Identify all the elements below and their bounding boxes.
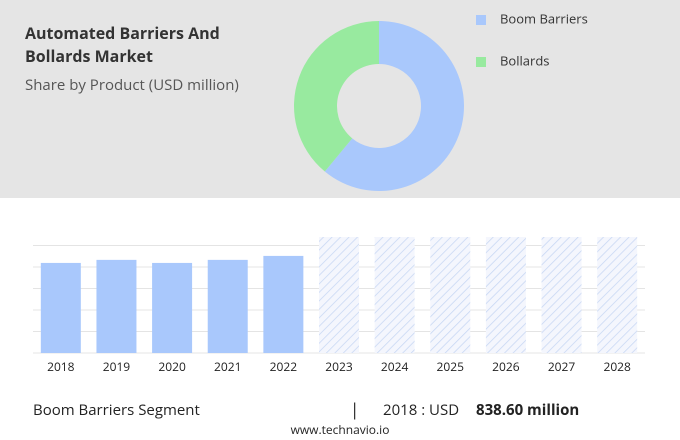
x-tick-label: 2020 bbox=[158, 358, 186, 375]
chart-subtitle: Share by Product (USD million) bbox=[25, 75, 239, 95]
forecast-placeholder bbox=[541, 237, 582, 353]
x-tick-label: 2018 bbox=[47, 358, 75, 375]
bar bbox=[263, 255, 304, 353]
footer-value: 838.60 million bbox=[476, 400, 579, 420]
segment-name: Boom Barriers Segment bbox=[33, 400, 200, 420]
separator: | bbox=[350, 398, 359, 421]
x-tick-label: 2024 bbox=[381, 358, 409, 375]
x-tick-label: 2026 bbox=[492, 358, 520, 375]
x-tick-label: 2021 bbox=[214, 358, 241, 375]
source: www.technavio.io bbox=[291, 421, 390, 438]
x-tick-label: 2025 bbox=[437, 358, 465, 375]
x-tick-label: 2027 bbox=[548, 358, 576, 375]
bar bbox=[152, 262, 193, 353]
donut-slice bbox=[324, 21, 464, 191]
bar bbox=[207, 259, 248, 353]
forecast-placeholder bbox=[319, 237, 359, 353]
legend-swatch bbox=[476, 57, 486, 67]
x-tick-label: 2022 bbox=[270, 358, 298, 375]
forecast-placeholder bbox=[597, 237, 638, 353]
forecast-placeholder bbox=[430, 237, 471, 353]
x-tick-label: 2023 bbox=[325, 358, 353, 375]
legend-label: Bollards bbox=[500, 51, 549, 69]
bar bbox=[96, 259, 137, 353]
donut-slice bbox=[294, 21, 379, 172]
x-tick-label: 2028 bbox=[603, 358, 631, 375]
forecast-placeholder bbox=[374, 237, 415, 353]
x-tick-label: 2019 bbox=[103, 358, 131, 375]
chart-title: Automated Barriers And Bollards Market bbox=[25, 22, 220, 67]
legend-swatch bbox=[476, 15, 486, 25]
bar bbox=[40, 262, 81, 353]
legend-label: Boom Barriers bbox=[500, 9, 588, 27]
forecast-placeholder bbox=[485, 237, 526, 353]
footer-label: 2018 : USD bbox=[383, 400, 459, 420]
